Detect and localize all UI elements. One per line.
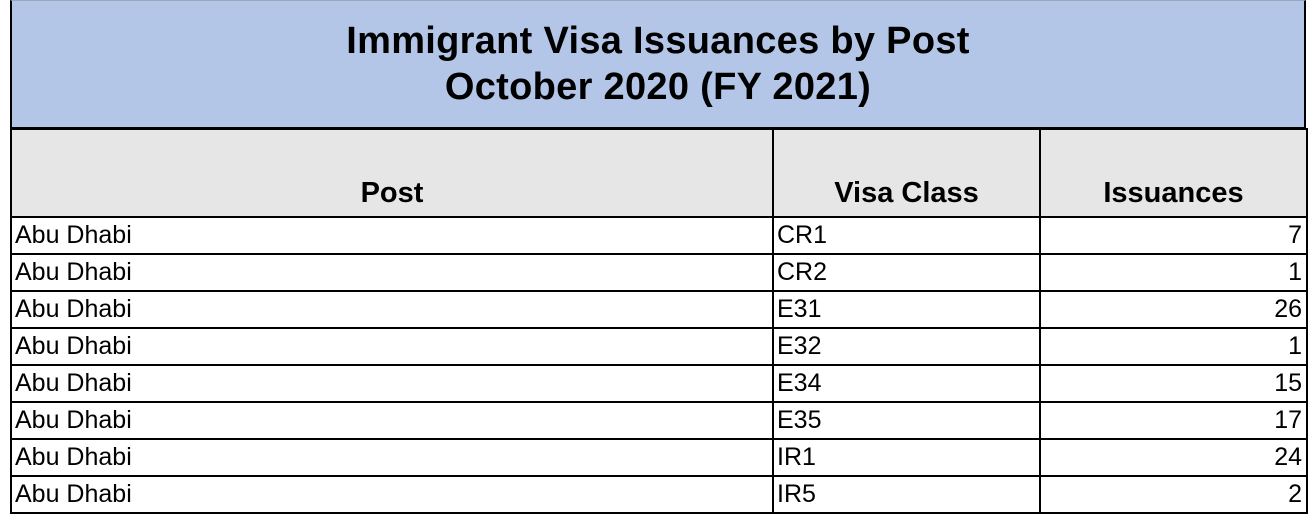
post-cell[interactable]: Abu Dhabi <box>10 253 774 292</box>
table-subtitle: October 2020 (FY 2021) <box>444 66 872 108</box>
issuances-cell[interactable]: 1 <box>1039 327 1308 366</box>
table-row: Abu Dhabi CR1 7 <box>10 216 1308 255</box>
column-header-visa-class[interactable]: Visa Class <box>772 128 1041 218</box>
issuances-cell[interactable]: 15 <box>1039 364 1308 403</box>
issuances-cell[interactable]: 17 <box>1039 401 1308 440</box>
visa-class-cell[interactable]: CR2 <box>772 253 1041 292</box>
visa-class-cell[interactable]: E34 <box>772 364 1041 403</box>
issuances-cell[interactable]: 26 <box>1039 290 1308 329</box>
table-row: Abu Dhabi CR2 1 <box>10 253 1308 292</box>
post-cell[interactable]: Abu Dhabi <box>10 364 774 403</box>
table-title-banner: Immigrant Visa Issuances by Post October… <box>10 0 1306 129</box>
table-row: Abu Dhabi E35 17 <box>10 401 1308 440</box>
visa-class-cell[interactable]: IR5 <box>772 475 1041 514</box>
table-row: Abu Dhabi E32 1 <box>10 327 1308 366</box>
issuances-cell[interactable]: 7 <box>1039 216 1308 255</box>
visa-class-cell[interactable]: E35 <box>772 401 1041 440</box>
issuances-cell[interactable]: 2 <box>1039 475 1308 514</box>
issuances-cell[interactable]: 24 <box>1039 438 1308 477</box>
issuances-table: Post Visa Class Issuances Abu Dhabi CR1 … <box>10 128 1308 514</box>
post-cell[interactable]: Abu Dhabi <box>10 401 774 440</box>
post-cell[interactable]: Abu Dhabi <box>10 216 774 255</box>
post-cell[interactable]: Abu Dhabi <box>10 438 774 477</box>
table-row: Abu Dhabi E31 26 <box>10 290 1308 329</box>
header-row: Post Visa Class Issuances <box>10 128 1308 218</box>
spreadsheet: Immigrant Visa Issuances by Post October… <box>10 0 1308 523</box>
issuances-cell[interactable]: 1 <box>1039 253 1308 292</box>
table-row: Abu Dhabi E34 15 <box>10 364 1308 403</box>
table-title: Immigrant Visa Issuances by Post <box>346 20 970 62</box>
visa-class-cell[interactable]: E31 <box>772 290 1041 329</box>
visa-class-cell[interactable]: E32 <box>772 327 1041 366</box>
column-header-issuances[interactable]: Issuances <box>1039 128 1308 218</box>
column-header-post[interactable]: Post <box>10 128 774 218</box>
post-cell[interactable]: Abu Dhabi <box>10 475 774 514</box>
table-row: Abu Dhabi IR1 24 <box>10 438 1308 477</box>
post-cell[interactable]: Abu Dhabi <box>10 327 774 366</box>
post-cell[interactable]: Abu Dhabi <box>10 290 774 329</box>
table-row: Abu Dhabi IR5 2 <box>10 475 1308 514</box>
visa-class-cell[interactable]: CR1 <box>772 216 1041 255</box>
visa-class-cell[interactable]: IR1 <box>772 438 1041 477</box>
